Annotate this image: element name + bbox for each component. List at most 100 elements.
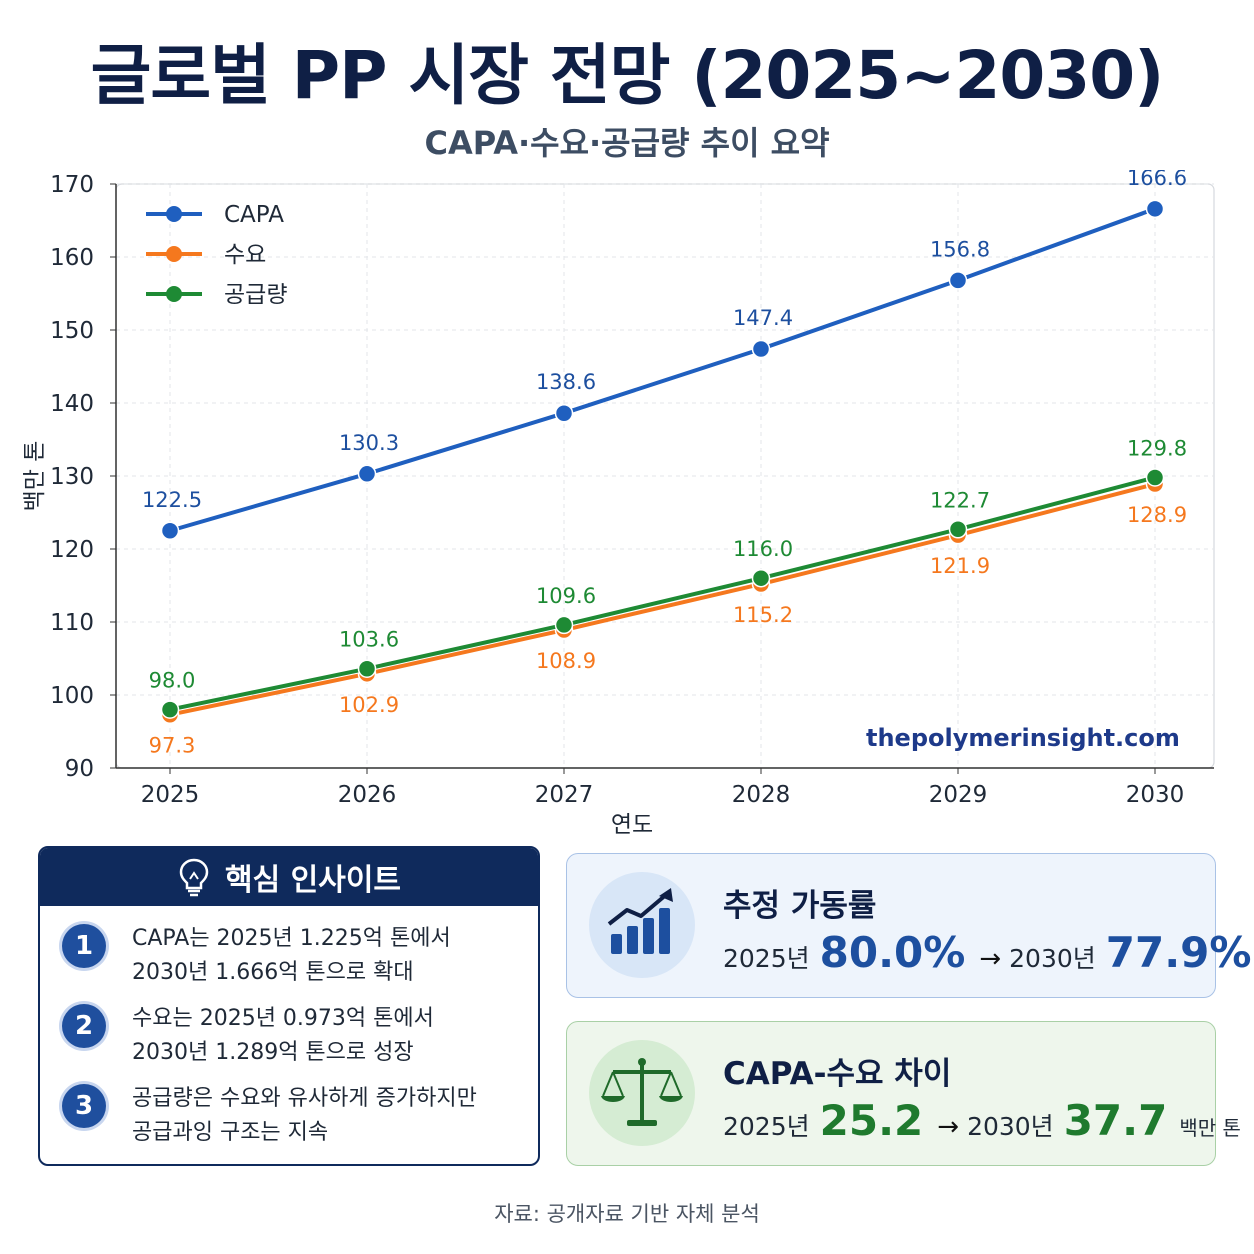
data-label: 138.6 [536, 370, 596, 394]
balance-scale-icon [589, 1040, 695, 1146]
x-tick-label: 2025 [141, 782, 200, 808]
insight-item-1: 1 CAPA는 2025년 1.225억 톤에서 2030년 1.666억 톤으… [62, 922, 451, 990]
y-tick-label: 90 [65, 756, 94, 782]
y-axis-label: 백만 톤 [22, 441, 48, 512]
from-value: 25.2 [819, 1096, 924, 1145]
data-label: 108.9 [536, 649, 596, 673]
from-value: 80.0% [819, 928, 966, 977]
x-axis-label: 연도 [611, 812, 653, 838]
y-tick-label: 120 [50, 537, 94, 563]
insight-text-line: 2030년 1.289억 톤으로 성장 [132, 1040, 414, 1065]
data-label: 166.6 [1127, 170, 1187, 190]
to-year: 2030년 [967, 1112, 1054, 1141]
y-tick-label: 110 [50, 610, 94, 636]
y-tick-label: 160 [50, 245, 94, 271]
plot-frame [115, 183, 1215, 769]
to-year: 2030년 [1009, 944, 1096, 973]
insight-panel: 핵심 인사이트 1 CAPA는 2025년 1.225억 톤에서 2030년 1… [38, 846, 540, 1166]
line-chart: 90 100 110 120 130 140 150 160 170 2025 2026 2027 20… [0, 170, 1254, 840]
series-line-2 [169, 482, 1156, 717]
data-point [1145, 468, 1165, 487]
data-point [751, 568, 771, 588]
data-point [554, 403, 574, 423]
y-tick-label: 100 [50, 683, 94, 709]
source-note: 자료: 공개자료 기반 자체 분석 [494, 1202, 760, 1226]
data-point [751, 339, 771, 359]
insight-text-line: 공급량은 수요와 유사하게 증가하지만 [132, 1086, 477, 1111]
legend-marker [166, 286, 182, 302]
gap-card: CAPA-수요 차이 2025년 25.2 → 2030년 37.7 백만 톤 [566, 1021, 1241, 1166]
data-point [160, 521, 180, 540]
bar-chart-up-icon [589, 872, 695, 978]
data-label: 102.9 [339, 693, 399, 717]
x-tick-label: 2026 [338, 782, 397, 808]
legend-marker [166, 206, 182, 222]
y-tick-label: 150 [50, 318, 94, 344]
x-tick-label: 2030 [1126, 782, 1185, 808]
data-point [948, 271, 968, 290]
insight-item-2: 2 수요는 2025년 0.973억 톤에서 2030년 1.289억 톤으로 … [62, 1002, 434, 1070]
watermark: thepolymerinsight.com [866, 724, 1180, 752]
data-label: 129.8 [1127, 436, 1187, 460]
card-values: 2025년 25.2 → 2030년 37.7 백만 톤 [723, 1096, 1241, 1145]
data-point [554, 615, 574, 635]
data-label: 130.3 [339, 431, 399, 455]
card-title: CAPA-수요 차이 [723, 1056, 952, 1092]
data-point [357, 464, 377, 484]
lightbulb-icon [179, 858, 209, 897]
insight-text-line: 공급과잉 구조는 지속 [132, 1120, 329, 1145]
to-value: 77.9% [1105, 928, 1252, 977]
insight-text-line: 2030년 1.666억 톤으로 확대 [132, 960, 414, 985]
y-tick-label: 140 [50, 391, 94, 417]
utilization-card: 추정 가동률 2025년 80.0% → 2030년 77.9% [566, 853, 1251, 998]
data-point [357, 659, 377, 678]
arrow-right-icon: → [979, 944, 1002, 974]
from-year: 2025년 [723, 944, 810, 973]
data-label: 122.5 [142, 488, 202, 512]
data-point [948, 520, 968, 539]
number-badge: 2 [62, 1004, 106, 1048]
data-label: 156.8 [930, 237, 990, 261]
bar-chart-up-glyph [607, 888, 673, 954]
from-year: 2025년 [723, 1112, 810, 1141]
data-label: 122.7 [930, 488, 990, 512]
unit-label: 백만 톤 [1179, 1116, 1241, 1140]
card-title: 추정 가동률 [723, 888, 877, 924]
series-line-1 [169, 206, 1156, 533]
insight-header: 핵심 인사이트 [40, 848, 538, 906]
legend-label: 수요 [224, 242, 266, 268]
data-point [1145, 199, 1165, 219]
card-values: 2025년 80.0% → 2030년 77.9% [723, 928, 1254, 977]
insight-item-3: 3 공급량은 수요와 유사하게 증가하지만 공급과잉 구조는 지속 [62, 1082, 477, 1150]
data-point [160, 700, 180, 719]
arrow-right-icon: → [937, 1112, 960, 1142]
data-label: 121.9 [930, 554, 990, 578]
data-label: 98.0 [149, 669, 196, 693]
series-line-3 [169, 475, 1156, 712]
insight-text-line: CAPA는 2025년 1.225억 톤에서 [132, 926, 451, 951]
data-label: 97.3 [149, 734, 196, 758]
data-label: 128.9 [1127, 503, 1187, 527]
number-badge: 3 [62, 1084, 106, 1128]
data-label: 115.2 [733, 603, 793, 627]
legend-label: 공급량 [224, 282, 287, 308]
x-tick-label: 2029 [929, 782, 988, 808]
chart-svg: 90 100 110 120 130 140 150 160 170 2025 2026 2027 20… [22, 170, 1215, 838]
number-badge: 1 [62, 924, 106, 968]
legend-marker [166, 246, 182, 262]
page-subtitle: CAPA·수요·공급량 추이 요약 [424, 124, 830, 162]
insight-title: 핵심 인사이트 [224, 863, 402, 898]
balance-scale-glyph [601, 1058, 683, 1126]
y-tick-label: 170 [50, 172, 94, 198]
legend-label: CAPA [224, 202, 284, 228]
x-tick-label: 2028 [732, 782, 791, 808]
data-label: 109.6 [536, 584, 596, 608]
data-label: 116.0 [733, 537, 793, 561]
insight-text-line: 수요는 2025년 0.973억 톤에서 [132, 1006, 434, 1031]
data-label: 147.4 [733, 306, 793, 330]
data-label: 103.6 [339, 628, 399, 652]
page-title: 글로벌 PP 시장 전망 (2025~2030) [90, 37, 1165, 114]
x-tick-label: 2027 [535, 782, 594, 808]
to-value: 37.7 [1063, 1096, 1168, 1145]
y-tick-label: 130 [50, 464, 94, 490]
